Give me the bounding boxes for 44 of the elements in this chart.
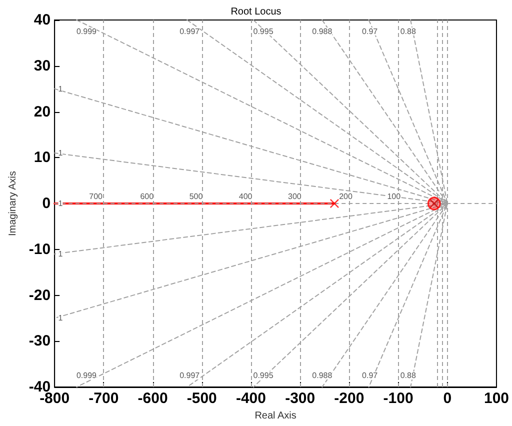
- annotation: 1: [58, 199, 64, 208]
- annotation: 0.988: [312, 371, 333, 380]
- annotation: 0.995: [253, 26, 274, 36]
- x-tick-label: -100: [383, 390, 414, 407]
- annotation: 0.997: [180, 371, 200, 380]
- annotation: 500: [189, 192, 204, 202]
- y-tick-label: 30: [34, 57, 51, 74]
- annotation: 1: [58, 148, 64, 158]
- x-tick-label: -300: [285, 390, 316, 407]
- annotation: 0.999: [76, 371, 98, 380]
- annotation: 0.97: [362, 26, 378, 36]
- annotation: 300: [288, 192, 302, 202]
- annotation: 1: [58, 84, 64, 94]
- annotation: 100: [387, 192, 402, 202]
- x-tick-label: -600: [138, 390, 168, 407]
- y-tick-label: -30: [28, 332, 51, 350]
- annotation: 0.995: [253, 371, 274, 380]
- y-axis-title: Imaginary Axis: [8, 170, 18, 236]
- x-tick-label: -400: [236, 390, 266, 407]
- annotation: 700: [89, 192, 104, 202]
- x-tick-label: -500: [186, 390, 217, 407]
- x-tick-label: 0: [443, 390, 452, 407]
- annotation: 400: [238, 192, 253, 202]
- annotation: 0.988: [312, 26, 333, 36]
- annotation: 0.88: [400, 371, 416, 380]
- annotation: 200: [339, 192, 353, 202]
- x-tick-label: -200: [334, 390, 364, 407]
- y-tick-label: -10: [28, 240, 51, 258]
- x-tick-label: 100: [484, 390, 509, 407]
- annotation: 1: [58, 314, 64, 323]
- annotation: 600: [140, 192, 154, 202]
- y-tick-label: 20: [34, 103, 51, 120]
- annotation: 0.997: [180, 26, 200, 36]
- y-tick-label: 0: [42, 195, 51, 212]
- x-axis-title: Real Axis: [254, 410, 296, 422]
- y-tick-label: -20: [28, 286, 51, 304]
- x-tick-label: -700: [88, 390, 119, 407]
- chart-title: Root Locus: [230, 6, 282, 18]
- annotation: 0.88: [400, 26, 416, 36]
- y-tick-label: 40: [34, 12, 51, 28]
- annotation: 0.999: [76, 26, 98, 36]
- y-tick-label: 10: [34, 149, 51, 166]
- annotation: 0.97: [362, 371, 378, 380]
- annotation: 1: [58, 249, 64, 258]
